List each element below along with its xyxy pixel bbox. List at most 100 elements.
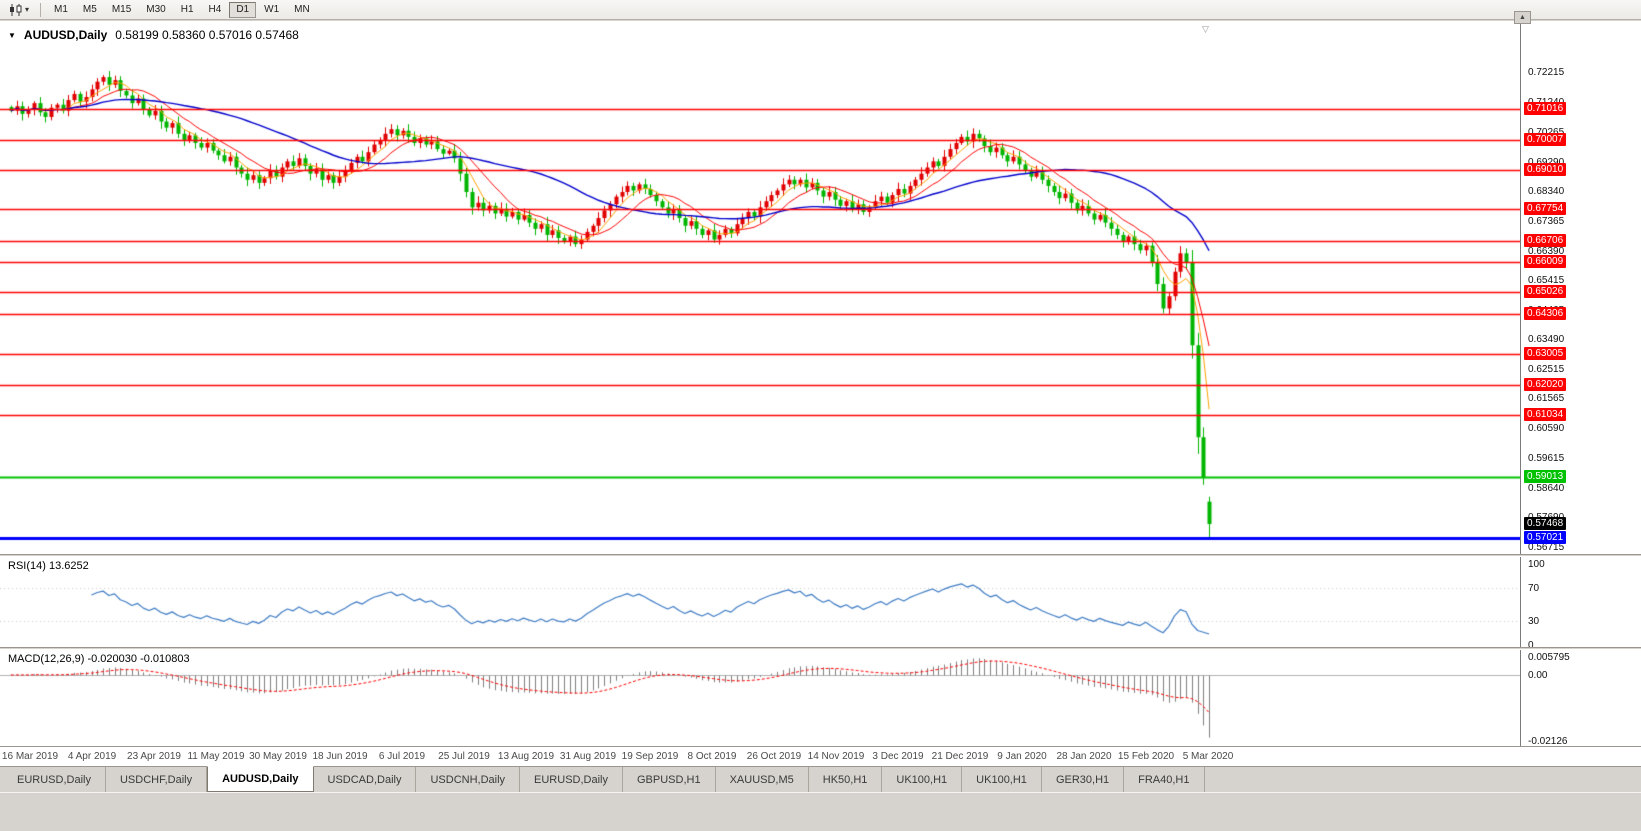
date-label: 21 Dec 2019	[931, 751, 989, 762]
date-label: 19 Sep 2019	[621, 751, 679, 762]
chart-tab-6[interactable]: GBPUSD,H1	[623, 767, 716, 792]
date-label: 23 Apr 2019	[127, 751, 181, 762]
level-price-tag[interactable]: 0.61034	[1524, 407, 1567, 421]
rsi-label: RSI(14) 13.6252	[8, 560, 89, 572]
date-label: 5 Mar 2020	[1182, 751, 1234, 762]
price-axis-tick: 0.68340	[1528, 185, 1565, 197]
level-price-tag[interactable]: 0.66706	[1524, 233, 1567, 247]
main-chart-panel: ▼ AUDUSD,Daily 0.58199 0.58360 0.57016 0…	[0, 21, 1641, 554]
date-label: 15 Feb 2020	[1117, 751, 1175, 762]
rsi-axis-tick: 70	[1528, 583, 1540, 595]
timeframe-group: M1 M5 M15 M30 H1 H4 D1 W1 MN	[47, 1, 317, 18]
chart-tab-12[interactable]: FRA40,H1	[1124, 767, 1205, 792]
price-axis-tick: 0.65415	[1528, 275, 1565, 287]
chart-shift-marker[interactable]: ▽	[1202, 24, 1209, 34]
macd-axis-tick: -0.02126	[1528, 735, 1568, 747]
date-axis: 16 Mar 2019 4 Apr 2019 23 Apr 2019 11 May 2…	[0, 746, 1641, 766]
level-price-tag[interactable]: 0.69010	[1524, 163, 1567, 177]
macd-panel: MACD(12,26,9) -0.020030 -0.010803 0.0057…	[0, 650, 1641, 747]
timeframe-button-m30[interactable]: M30	[139, 2, 172, 18]
date-label: 13 Aug 2019	[497, 751, 555, 762]
rsi-axis-tick: 0	[1528, 640, 1534, 651]
price-axis-tick: 0.72215	[1528, 67, 1565, 79]
toolbar: ▾ M1 M5 M15 M30 H1 H4 D1 W1 MN	[0, 0, 1641, 20]
chart-tab-1[interactable]: USDCHF,Daily	[106, 767, 208, 792]
chart-tab-3[interactable]: USDCAD,Daily	[314, 767, 417, 792]
price-axis-tick: 0.70265	[1528, 127, 1564, 138]
level-price-tag[interactable]: 0.57021	[1524, 530, 1567, 544]
date-label: 28 Jan 2020	[1056, 751, 1112, 762]
rsi-canvas[interactable]	[0, 557, 1520, 647]
macd-axis: 0.005795 0.00 -0.02126	[1520, 650, 1641, 747]
chart-menu-icon[interactable]: ▼	[8, 30, 16, 40]
date-label: 26 Oct 2019	[746, 751, 802, 762]
status-bar	[0, 792, 1641, 831]
rsi-axis-tick: 30	[1528, 615, 1540, 627]
timeframe-button-h1[interactable]: H1	[174, 2, 201, 18]
date-label: 11 May 2019	[187, 751, 245, 762]
rsi-axis-tick: 100	[1528, 559, 1545, 570]
chart-tab-8[interactable]: HK50,H1	[809, 767, 883, 792]
price-axis-tick: 0.60590	[1528, 423, 1565, 435]
price-axis-tick: 0.56715	[1528, 542, 1565, 554]
timeframe-button-m15[interactable]: M15	[105, 2, 138, 18]
date-label: 8 Oct 2019	[687, 751, 737, 762]
date-label: 6 Jul 2019	[378, 751, 426, 762]
current-price-tag: 0.57468	[1524, 517, 1567, 531]
level-price-tag[interactable]: 0.70007	[1524, 132, 1567, 146]
chart-tab-9[interactable]: UK100,H1	[882, 767, 963, 792]
macd-axis-tick: 0.00	[1528, 670, 1548, 681]
panel-splitter-macd[interactable]	[0, 647, 1641, 650]
level-price-tag[interactable]: 0.64306	[1524, 307, 1567, 321]
chart-symbol-label: AUDUSD,Daily	[23, 28, 108, 42]
date-label: 31 Aug 2019	[559, 751, 617, 762]
level-price-tag[interactable]: 0.67754	[1524, 201, 1567, 215]
chart-title: ▼ AUDUSD,Daily 0.58199 0.58360 0.57016 0…	[8, 28, 299, 42]
panel-splitter-rsi[interactable]	[0, 554, 1641, 557]
date-label: 3 Dec 2019	[872, 751, 924, 762]
price-axis-tick: 0.62515	[1528, 364, 1565, 376]
price-axis-tick: 0.59615	[1528, 453, 1565, 465]
chart-tab-11[interactable]: GER30,H1	[1042, 767, 1125, 792]
rsi-axis: 100 70 30 0	[1520, 557, 1641, 651]
price-axis-tick: 0.67365	[1528, 215, 1565, 227]
price-axis-tick: 0.69290	[1528, 156, 1565, 168]
timeframe-button-w1[interactable]: W1	[257, 2, 286, 18]
date-label: 30 May 2019	[249, 751, 307, 762]
dropdown-caret-icon: ▾	[25, 4, 30, 14]
price-axis-tick: 0.58640	[1528, 483, 1565, 495]
chart-tab-10[interactable]: UK100,H1	[962, 767, 1042, 792]
chart-tab-5[interactable]: EURUSD,Daily	[520, 767, 623, 792]
level-price-tag[interactable]: 0.71016	[1524, 101, 1567, 115]
level-price-tag[interactable]: 0.62020	[1524, 377, 1567, 391]
level-price-tag[interactable]: 0.59013	[1524, 469, 1567, 483]
scroll-up-button[interactable]: ▲	[1514, 11, 1531, 24]
level-price-tag[interactable]: 0.66009	[1524, 255, 1567, 269]
price-axis: 0.722150.712400.702650.692900.683400.673…	[1520, 21, 1641, 554]
chart-tabs-bar: EURUSD,Daily USDCHF,Daily AUDUSD,Daily USDC…	[0, 766, 1641, 792]
timeframe-button-h4[interactable]: H4	[202, 2, 229, 18]
macd-axis-tick: 0.005795	[1528, 652, 1570, 663]
date-label: 16 Mar 2019	[1, 751, 59, 762]
timeframe-button-m5[interactable]: M5	[76, 2, 104, 18]
date-label: 25 Jul 2019	[438, 751, 490, 762]
chart-type-button[interactable]: ▾	[4, 2, 34, 18]
date-label: 18 Jun 2019	[312, 751, 368, 762]
date-label: 14 Nov 2019	[807, 751, 865, 762]
chart-tab-0[interactable]: EURUSD,Daily	[3, 767, 106, 792]
chart-tab-2[interactable]: AUDUSD,Daily	[207, 766, 314, 792]
level-price-tag[interactable]: 0.65026	[1524, 285, 1567, 299]
level-price-tag[interactable]: 0.63005	[1524, 347, 1567, 361]
price-axis-tick: 0.61565	[1528, 393, 1565, 405]
timeframe-button-mn[interactable]: MN	[287, 2, 317, 18]
timeframe-button-d1[interactable]: D1	[229, 1, 257, 18]
timeframe-button-m1[interactable]: M1	[47, 2, 75, 18]
macd-canvas[interactable]	[0, 650, 1520, 746]
date-label: 4 Apr 2019	[67, 751, 117, 762]
toolbar-separator	[40, 2, 42, 17]
main-chart-canvas[interactable]	[0, 21, 1520, 554]
chart-tab-7[interactable]: XAUUSD,M5	[716, 767, 809, 792]
macd-label: MACD(12,26,9) -0.020030 -0.010803	[8, 653, 190, 665]
price-axis-tick: 0.66390	[1528, 245, 1565, 257]
chart-tab-4[interactable]: USDCNH,Daily	[416, 767, 521, 792]
